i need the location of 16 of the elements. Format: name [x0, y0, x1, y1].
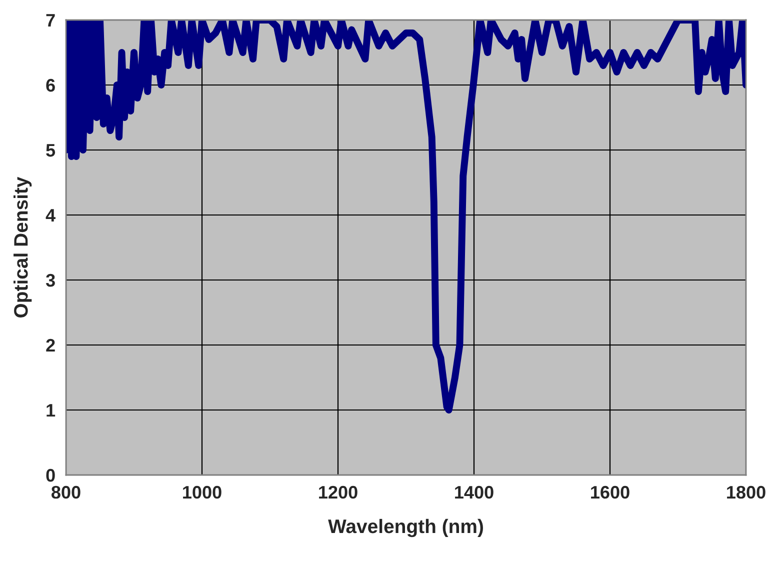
- x-tick-label: 1800: [727, 486, 766, 499]
- x-tick-label: 1200: [319, 486, 358, 499]
- x-tick-label: 1600: [591, 486, 630, 499]
- y-tick-label: 2: [46, 338, 55, 352]
- y-tick-label: 1: [46, 404, 56, 417]
- x-axis-title: Wavelength (nm): [328, 518, 483, 538]
- y-axis-title: Optical Density: [14, 176, 32, 318]
- x-tick-label: 1000: [183, 486, 222, 499]
- y-tick-label: 3: [46, 274, 55, 287]
- y-tick-label: 5: [46, 144, 56, 157]
- y-tick-label: 7: [46, 14, 55, 27]
- y-tick-label: 6: [46, 78, 55, 92]
- x-tick-label: 800: [52, 486, 80, 499]
- x-tick-label: 1400: [455, 486, 494, 499]
- y-tick-label: 4: [46, 209, 56, 222]
- y-tick-label: 0: [46, 468, 55, 482]
